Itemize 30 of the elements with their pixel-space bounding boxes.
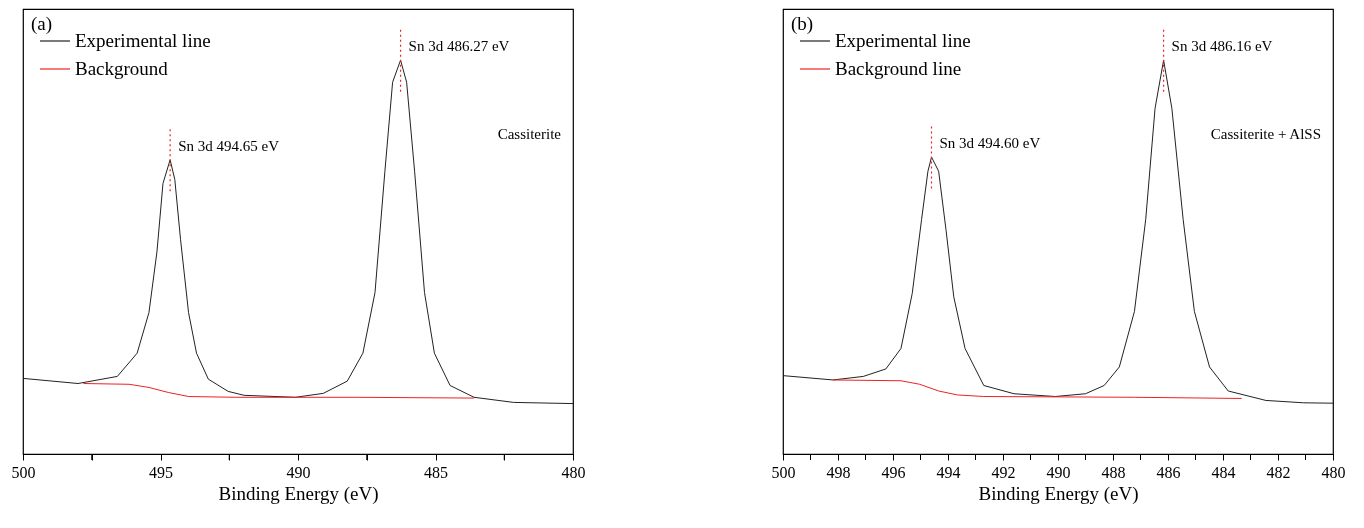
x-tick-label: 480 [561, 463, 586, 481]
annotation: Sn 3d 486.16 eV [1171, 38, 1273, 55]
x-axis-title: Binding Energy (eV) [978, 482, 1139, 505]
annotation: Sn 3d 494.65 eV [178, 137, 280, 154]
annotation: Cassiterite [497, 125, 562, 142]
annotation: Sn 3d 486.27 eV [408, 38, 510, 55]
x-axis-title: Binding Energy (eV) [218, 482, 379, 505]
chart-title: (b) [791, 13, 814, 35]
legend-label: Background [75, 58, 169, 79]
legend-label: Background line [835, 58, 962, 79]
x-tick-label: 485 [424, 463, 448, 481]
legend-label: Experimental line [75, 30, 211, 51]
annotation: Cassiterite + AlSS [1210, 125, 1321, 142]
x-tick-label: 480 [1321, 463, 1346, 481]
x-tick-label: 494 [936, 463, 961, 481]
x-tick-label: 498 [826, 463, 851, 481]
x-tick-label: 500 [771, 463, 796, 481]
x-tick-label: 495 [149, 463, 173, 481]
x-tick-label: 500 [11, 463, 36, 481]
x-tick-label: 488 [1101, 463, 1126, 481]
x-tick-label: 486 [1156, 463, 1181, 481]
chart-title: (a) [31, 13, 53, 35]
annotation: Sn 3d 494.60 eV [939, 135, 1041, 152]
x-tick-label: 490 [286, 463, 311, 481]
x-tick-label: 490 [1046, 463, 1071, 481]
x-tick-label: 496 [881, 463, 906, 481]
legend-label: Experimental line [835, 30, 971, 51]
x-tick-label: 492 [991, 463, 1016, 481]
x-tick-label: 482 [1266, 463, 1291, 481]
x-tick-label: 484 [1211, 463, 1236, 481]
